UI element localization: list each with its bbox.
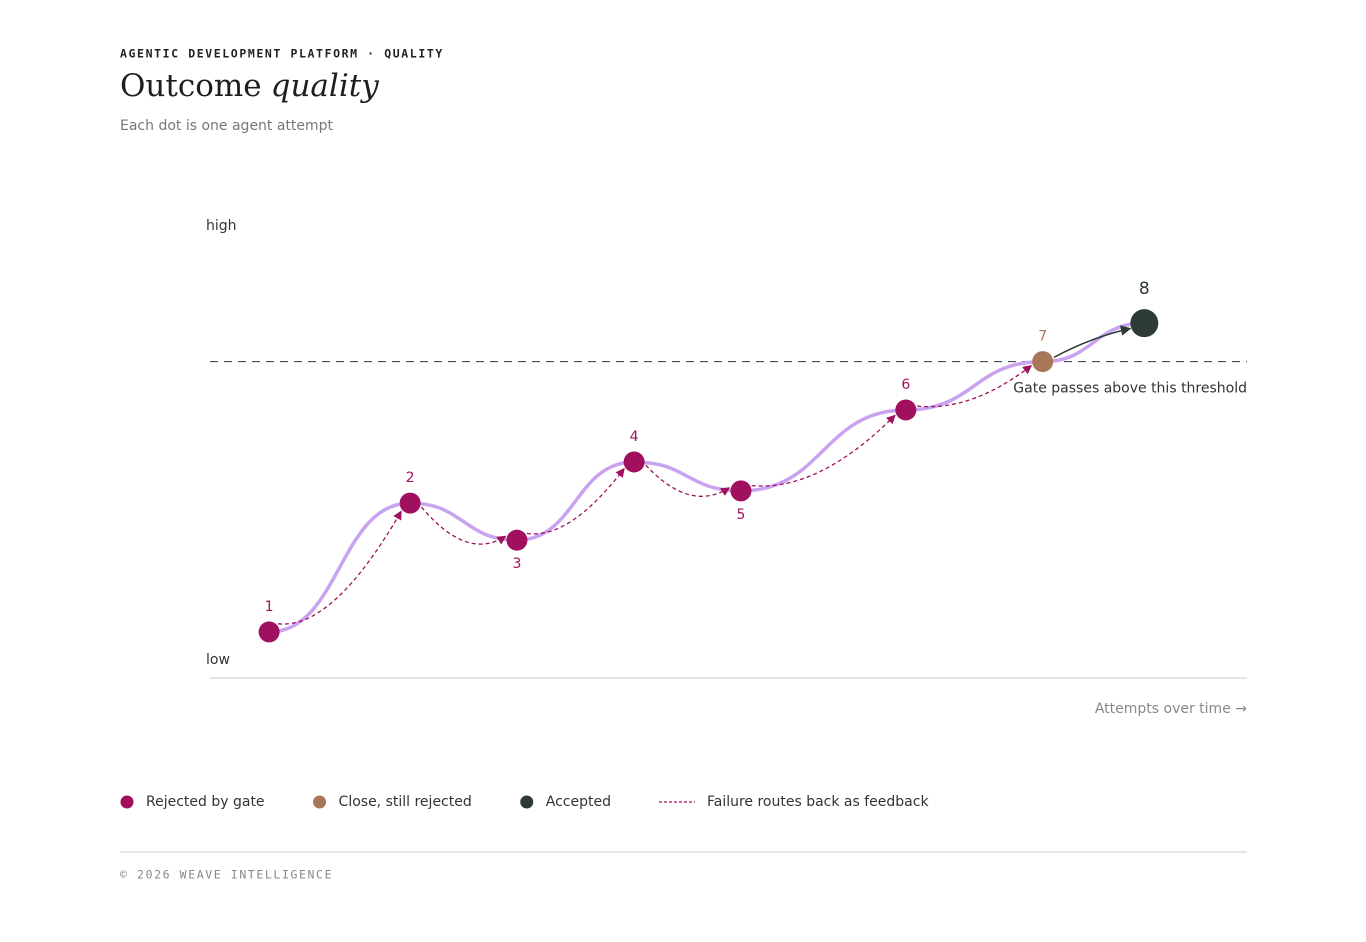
attempt-label: 5 [736, 507, 745, 523]
trend-line [269, 321, 1145, 634]
attempt-label: 1 [265, 599, 274, 615]
legend-label: Rejected by gate [146, 794, 265, 810]
attempt-dot [1032, 351, 1054, 373]
legend-label: Close, still rejected [339, 794, 472, 810]
y-tick-label: low [206, 652, 230, 668]
feedback-arrow [526, 467, 625, 535]
legend-swatch [120, 795, 134, 809]
y-tick-label: high [206, 218, 237, 234]
attempt-label: 2 [406, 470, 415, 486]
legend-swatch [520, 795, 534, 809]
attempt-dot [895, 399, 917, 421]
legend-label: Accepted [546, 794, 611, 810]
feedback-arrow [751, 414, 896, 487]
title-emphasis: quality [271, 68, 380, 104]
attempt-dot [1130, 309, 1159, 338]
attempt-label: 8 [1139, 279, 1150, 299]
chart-title: Outcome quality [120, 68, 379, 104]
eyebrow: AGENTIC DEVELOPMENT PLATFORM · QUALITY [120, 47, 444, 61]
attempt-dot [623, 451, 645, 473]
attempt-label: 6 [901, 377, 910, 393]
title-main: Outcome [120, 68, 262, 104]
attempt-dot [506, 529, 528, 551]
attempt-label: 4 [630, 429, 639, 445]
feedback-arrow [645, 464, 731, 497]
x-axis-label: Attempts over time → [1095, 701, 1247, 717]
feedback-arrow [277, 510, 402, 625]
legend-label: Failure routes back as feedback [707, 794, 929, 810]
attempt-label: 3 [512, 556, 521, 572]
accept-arrow [1053, 325, 1132, 359]
attempt-dot [258, 621, 280, 643]
footer: © 2026 WEAVE INTELLIGENCE [120, 868, 333, 882]
feedback-arrow [917, 365, 1033, 408]
legend-swatch [313, 795, 327, 809]
threshold-label: Gate passes above this threshold [1013, 381, 1247, 397]
attempt-label: 7 [1038, 329, 1047, 345]
feedback-arrow [420, 506, 507, 545]
attempt-dot [730, 480, 752, 502]
attempt-dot [399, 492, 421, 514]
subtitle: Each dot is one agent attempt [120, 118, 334, 134]
